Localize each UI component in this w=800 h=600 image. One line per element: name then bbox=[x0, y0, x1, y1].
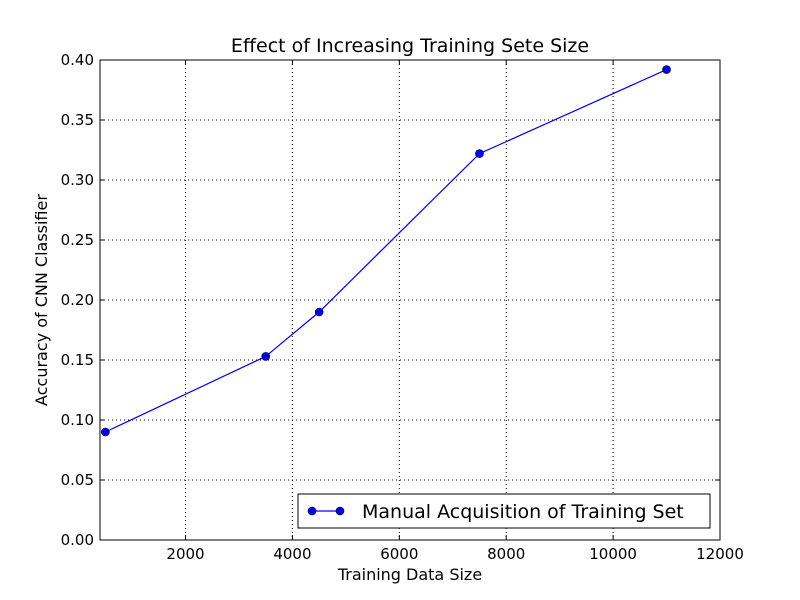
y-tick-label: 0.10 bbox=[61, 411, 94, 429]
x-tick-label: 8000 bbox=[487, 545, 525, 563]
y-tick-label: 0.35 bbox=[61, 111, 94, 129]
y-tick-label: 0.15 bbox=[61, 351, 94, 369]
legend-marker bbox=[335, 506, 345, 516]
data-point bbox=[314, 307, 324, 317]
axis-ticks: 2000 4000 6000 8000 10000 12000 0.00 0.05 0.10 0.… bbox=[61, 51, 744, 563]
y-tick-label: 0.00 bbox=[61, 531, 94, 549]
legend-box bbox=[297, 493, 711, 529]
x-tick-label: 12000 bbox=[696, 545, 744, 563]
y-tick-label: 0.25 bbox=[61, 231, 94, 249]
series-line bbox=[105, 69, 667, 433]
series-layer bbox=[101, 65, 671, 437]
y-tick-label: 0.05 bbox=[61, 471, 94, 489]
x-tick-label: 10000 bbox=[589, 545, 637, 563]
legend-marker bbox=[307, 506, 317, 516]
y-tick-label: 0.30 bbox=[61, 171, 94, 189]
y-axis-label: Accuracy of CNN Classifier bbox=[32, 194, 51, 406]
data-point bbox=[662, 65, 671, 74]
x-tick-label: 6000 bbox=[380, 545, 418, 563]
x-tick-label: 2000 bbox=[166, 545, 204, 563]
data-point bbox=[475, 149, 484, 158]
grid-lines bbox=[100, 59, 721, 541]
chart-title: Effect of Increasing Training Sete Size bbox=[231, 35, 589, 57]
data-point bbox=[261, 352, 270, 361]
legend: Manual Acquisition of Training Set bbox=[297, 493, 711, 529]
y-tick-label: 0.20 bbox=[61, 291, 94, 309]
x-axis-label: Training Data Size bbox=[337, 565, 482, 584]
y-tick-label: 0.40 bbox=[61, 51, 94, 69]
data-point bbox=[101, 427, 110, 437]
x-tick-label: 4000 bbox=[273, 545, 311, 563]
legend-label: Manual Acquisition of Training Set bbox=[362, 501, 684, 523]
